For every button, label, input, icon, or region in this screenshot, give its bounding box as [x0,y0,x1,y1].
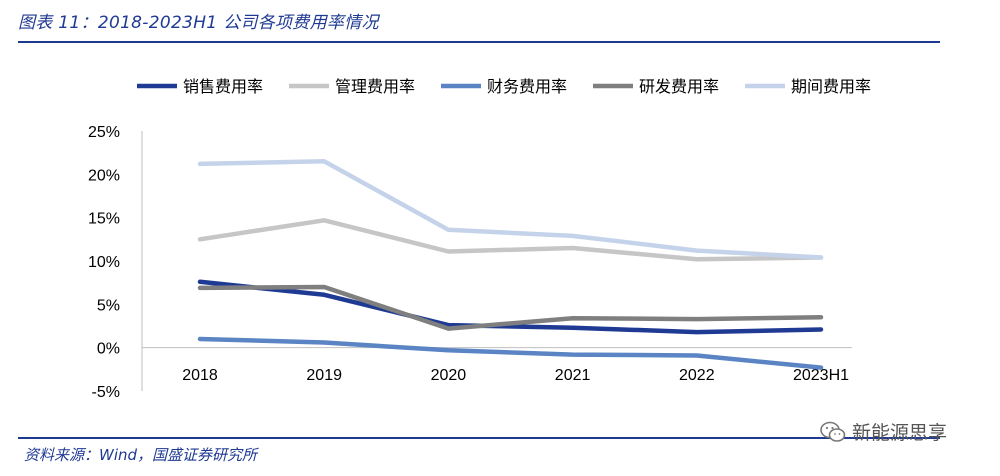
series-line-5 [197,159,824,260]
y-tick-label: 0% [97,341,120,358]
series-line-2 [197,218,824,262]
series-line-1 [197,279,824,335]
source-note: 资料来源：Wind，国盛证券研究所 [24,446,258,464]
y-tick-label: 20% [88,167,120,184]
x-tick-label: 2020 [431,367,467,384]
x-tick-label: 2021 [555,367,591,384]
legend-label: 期间费用率 [791,77,871,96]
x-tick-label: 2022 [679,367,715,384]
x-tick-label: 2018 [182,367,218,384]
legend-label: 研发费用率 [639,77,719,96]
y-tick-label: 5% [97,297,120,314]
legend-label: 销售费用率 [183,77,263,96]
figure-title: 图表 11：2018-2023H1 公司各项费用率情况 [18,13,379,33]
watermark-text: 新能源思享 [852,422,948,444]
y-tick-label: 10% [88,254,120,271]
wechat-icon [820,421,846,442]
chart-axes: 25% 20% 15% 10% 5% 0% -5% 2018 2019 2020 2021 2022 2… [88,124,852,401]
series-line-4 [197,284,824,331]
y-tick-label: 25% [88,124,120,141]
legend-label: 财务费用率 [487,77,567,96]
series-line-3 [197,336,824,370]
legend-label: 管理费用率 [335,77,415,96]
bottom-rule [18,437,940,439]
watermark: 新能源思享 [820,418,947,445]
chart-legend: 销售费用率 管理费用率 财务费用率 研发费用率 期间费用率 [137,77,871,96]
top-rule [18,41,940,43]
line-chart: 销售费用率 管理费用率 财务费用率 研发费用率 期间费用率 25% 20% 15% 10% 5%… [88,77,871,401]
y-tick-label: 15% [88,211,120,228]
x-tick-label: 2023H1 [793,367,849,384]
chart-series [197,159,824,370]
x-tick-label: 2019 [306,367,342,384]
y-tick-label: -5% [92,384,120,401]
